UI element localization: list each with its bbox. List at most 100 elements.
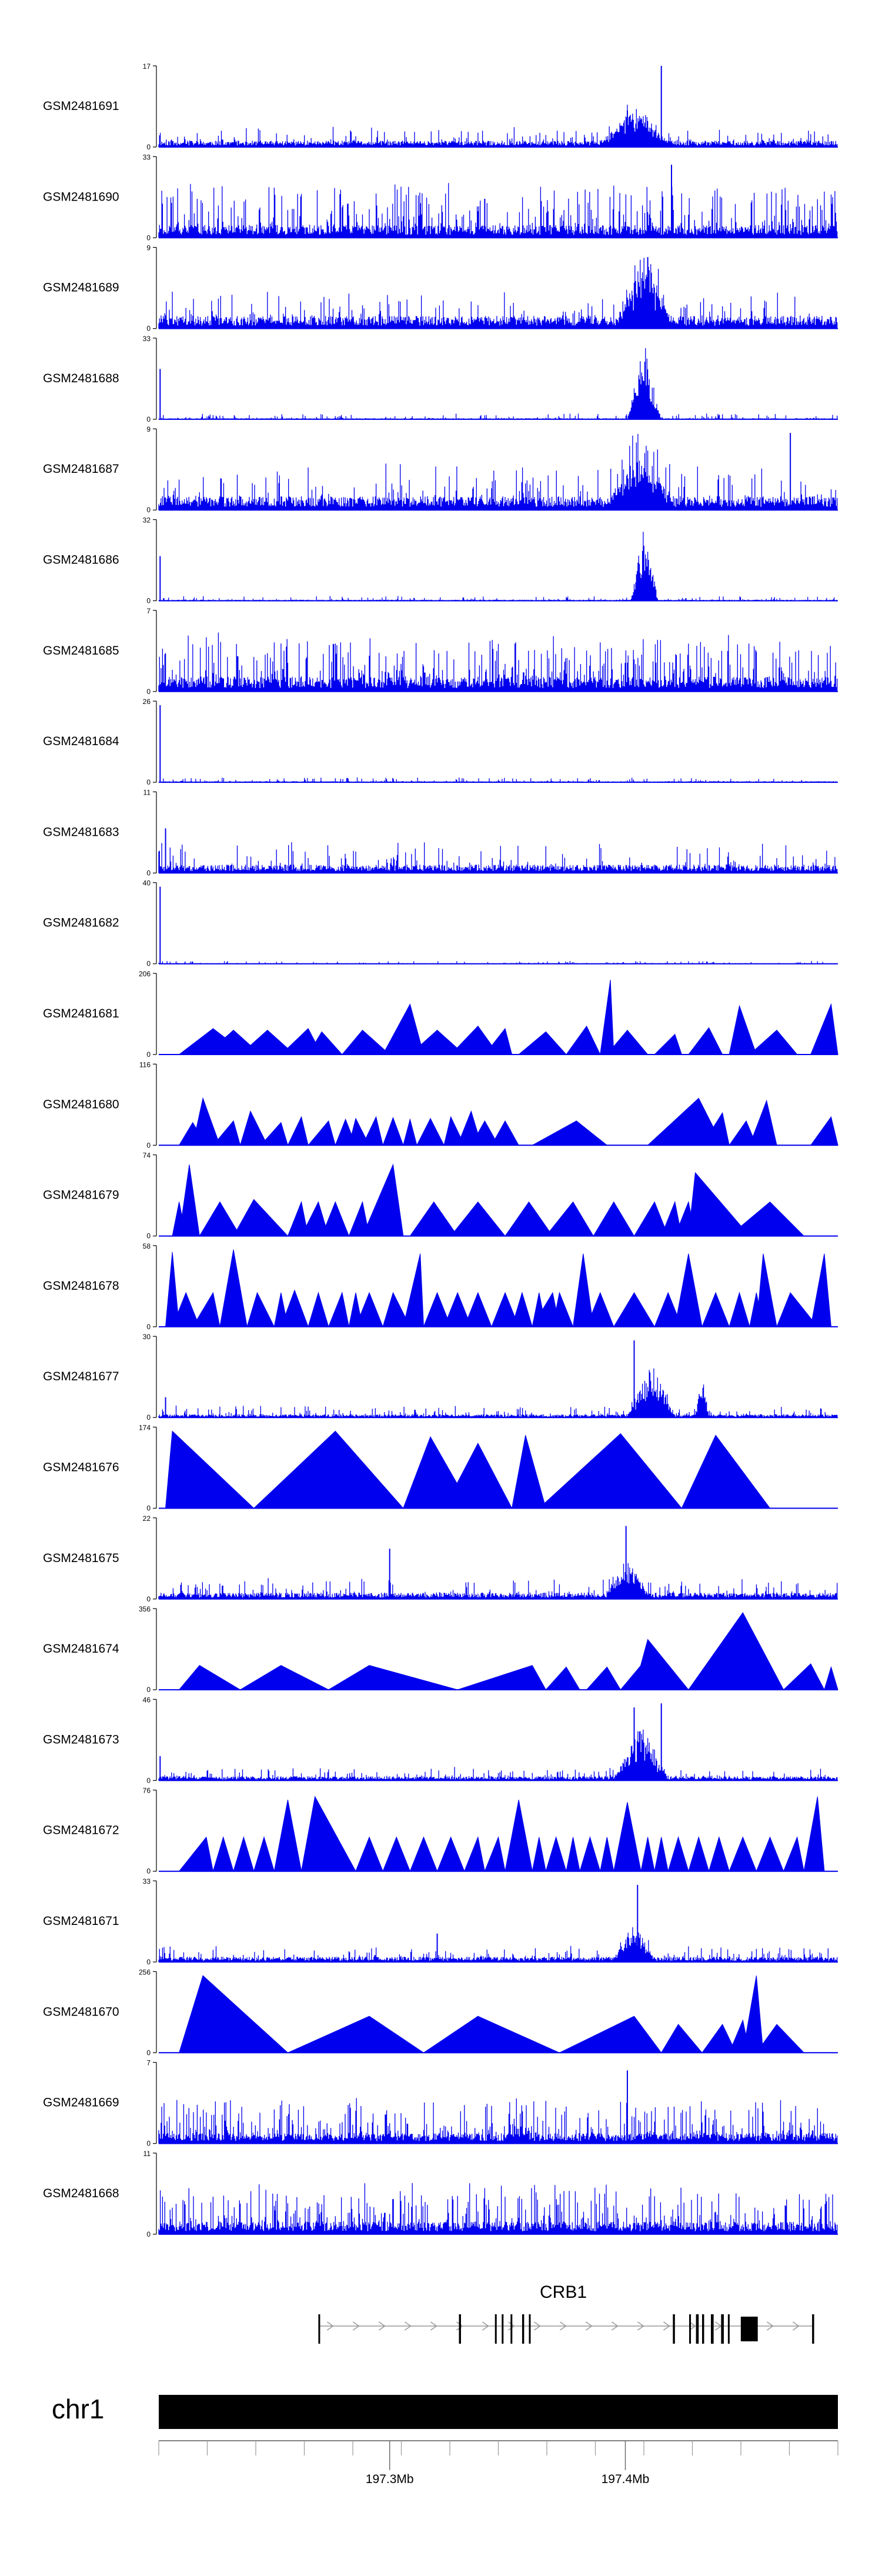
signal-peak [409, 1836, 438, 1872]
track-label: GSM2481674 [43, 1642, 119, 1656]
track: GSM2481683 11 0 [43, 788, 838, 877]
signal-peak [654, 1292, 683, 1327]
gene-exon [510, 2314, 513, 2344]
track-label: GSM2481676 [43, 1461, 119, 1474]
gene-exon [673, 2314, 675, 2344]
signal-peak [239, 1665, 329, 1690]
signal-peak [192, 1097, 220, 1146]
y-max-label: 256 [139, 1968, 151, 1976]
track-label: GSM2481672 [43, 1824, 119, 1837]
track: GSM2481689 9 0 [43, 244, 838, 333]
signal-peak [586, 1666, 622, 1690]
track: GSM2481685 7 0 [43, 607, 838, 696]
track-label: GSM2481673 [43, 1733, 119, 1746]
y-min-label: 0 [146, 1958, 151, 1966]
signal-peak [233, 1199, 289, 1237]
track: GSM2481686 32 0 [43, 516, 838, 605]
track-label: GSM2481682 [43, 916, 119, 930]
signal-peak [253, 1430, 404, 1509]
signal-peak [280, 1289, 309, 1327]
strand-arrow [663, 2321, 670, 2331]
signal-peak [308, 1031, 343, 1055]
signal-peak [464, 1292, 492, 1327]
track-label: GSM2481678 [43, 1279, 119, 1293]
signal-peak [348, 1200, 370, 1237]
signal-peak [178, 1836, 214, 1872]
signal-peak [701, 1112, 730, 1146]
signal-peak [653, 1033, 683, 1055]
strand-arrow [689, 2321, 696, 2331]
y-min-label: 0 [146, 2048, 151, 2057]
gene-exon [721, 2314, 724, 2344]
signal-peak [810, 1253, 831, 1327]
signal-peak [505, 1800, 533, 1872]
gene-exon [495, 2314, 497, 2344]
track: GSM2481673 46 0 [43, 1696, 838, 1784]
signal-peak [403, 1253, 424, 1327]
track-label: GSM2481669 [43, 2096, 119, 2110]
signal-bars [158, 348, 838, 419]
y-min-label: 0 [146, 1323, 151, 1331]
y-max-label: 46 [143, 1696, 151, 1704]
y-min-label: 0 [146, 2230, 151, 2238]
signal-bars [158, 842, 838, 873]
signal-peak [701, 2024, 737, 2053]
signal-bars [158, 2098, 838, 2144]
signal-peak [422, 2016, 560, 2053]
y-max-label: 7 [146, 607, 151, 615]
gene-exon [727, 2314, 730, 2344]
track-label: GSM2481671 [43, 1914, 119, 1928]
track-label: GSM2481685 [43, 644, 119, 658]
y-max-label: 33 [143, 1877, 151, 1886]
track: GSM2481680 116 0 [43, 1060, 838, 1149]
y-min-label: 0 [146, 960, 151, 968]
signal-peak [484, 1836, 506, 1872]
signal-peak [729, 1005, 757, 1055]
track-label: GSM2481677 [43, 1370, 119, 1383]
signal-bars [158, 433, 838, 510]
signal-peak [192, 1292, 220, 1327]
signal-peak [355, 1836, 383, 1872]
track: GSM2481677 30 0 [43, 1333, 838, 1422]
y-max-label: 11 [143, 2150, 151, 2158]
signal-peak [532, 1837, 546, 1872]
signal-peak [783, 1836, 804, 1872]
track-label: GSM2481690 [43, 190, 119, 203]
chromosome-track: chr1 197.3Mb 197.4Mb [52, 2394, 838, 2486]
track-label: GSM2481679 [43, 1189, 119, 1202]
signal-peak [654, 1837, 669, 1872]
signal-bars [158, 1730, 838, 1781]
signal-peak [566, 1837, 580, 1872]
signal-peak [484, 1027, 513, 1055]
y-min-label: 0 [146, 778, 151, 786]
track: GSM2481687 9 0 [43, 425, 838, 514]
signal-peak [308, 1292, 329, 1327]
signal-peak [824, 1666, 838, 1690]
strand-arrow [378, 2321, 386, 2331]
signal-peak [443, 1116, 465, 1146]
track: GSM2481688 33 0 [43, 335, 838, 423]
signal-peak [688, 1836, 710, 1872]
gene-exon [711, 2314, 714, 2344]
y-min-label: 0 [146, 1776, 151, 1784]
strand-arrow [766, 2321, 774, 2331]
signal-peak [273, 1800, 302, 1872]
signal-peak [559, 2016, 662, 2053]
y-max-label: 116 [139, 1060, 151, 1069]
signal-peak [219, 1249, 248, 1327]
signal-peak [212, 1120, 241, 1146]
strand-arrow [637, 2321, 644, 2331]
y-min-label: 0 [146, 1232, 151, 1240]
signal-peak [660, 2024, 703, 2053]
signal-peak [355, 1292, 383, 1327]
y-min-label: 0 [146, 869, 151, 877]
signal-peak [382, 1003, 425, 1055]
y-max-label: 76 [143, 1787, 151, 1795]
signal-peak [633, 1201, 669, 1237]
y-max-label: 9 [146, 425, 151, 433]
signal-peak [701, 1292, 730, 1327]
signal-peak [640, 1837, 655, 1872]
tick-label: 197.4Mb [602, 2472, 650, 2486]
signal-peak [362, 1116, 383, 1146]
y-min-label: 0 [146, 597, 151, 605]
